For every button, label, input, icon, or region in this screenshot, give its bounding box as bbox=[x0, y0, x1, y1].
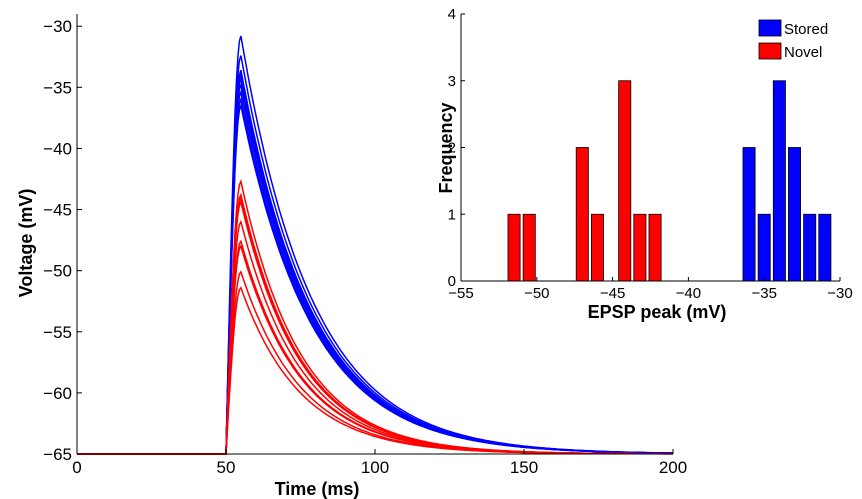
novel-histogram-bar bbox=[590, 213, 604, 282]
main-y-tick-label: −65 bbox=[43, 445, 72, 464]
stored-histogram-bar bbox=[772, 80, 786, 282]
novel-histogram-bar bbox=[648, 213, 662, 282]
histogram-legend: Stored Novel bbox=[758, 19, 828, 61]
inset-x-tick-label: −50 bbox=[524, 285, 549, 302]
main-y-tick-label: −35 bbox=[43, 78, 72, 97]
main-y-tick-label: −40 bbox=[43, 139, 72, 158]
main-y-tick-label: −45 bbox=[43, 201, 72, 220]
main-x-tick-label: 150 bbox=[510, 458, 538, 477]
main-axes: 0 50 100 150 200 −30 −35 −40 −45 −50 −55 −60 −65 bbox=[43, 14, 687, 477]
main-y-axis-label: Voltage (mV) bbox=[16, 189, 36, 298]
novel-histogram-bar bbox=[633, 213, 647, 282]
inset-x-tick-label: −55 bbox=[448, 285, 473, 302]
stored-legend-label: Stored bbox=[784, 21, 828, 38]
main-y-tick-label: −30 bbox=[43, 17, 72, 36]
inset-y-tick-label: 4 bbox=[448, 6, 456, 23]
novel-histogram-bar bbox=[575, 147, 589, 282]
inset-y-axis-label: Frequency bbox=[436, 102, 456, 193]
inset-x-tick-label: −35 bbox=[751, 285, 776, 302]
main-x-axis-label: Time (ms) bbox=[275, 479, 360, 499]
main-x-tick-label: 100 bbox=[361, 458, 389, 477]
novel-histogram-bar bbox=[618, 80, 632, 282]
novel-legend-label: Novel bbox=[784, 44, 822, 61]
main-y-tick-label: −60 bbox=[43, 384, 72, 403]
main-x-tick-label: 50 bbox=[217, 458, 236, 477]
voltage-trace-plot: 0 50 100 150 200 −30 −35 −40 −45 −50 −55 −60 −65 Tim… bbox=[16, 14, 687, 499]
inset-axes: −55 −50 −45 −40 −35 −30 0 1 2 3 4 bbox=[448, 6, 853, 302]
main-x-tick-label: 0 bbox=[72, 458, 81, 477]
main-y-tick-label: −50 bbox=[43, 262, 72, 281]
stored-histogram-bar bbox=[757, 213, 771, 282]
novel-histogram-bar bbox=[507, 213, 521, 282]
inset-x-tick-label: −40 bbox=[676, 285, 701, 302]
stored-histogram-bar bbox=[818, 213, 832, 282]
inset-y-tick-label: 1 bbox=[448, 206, 456, 223]
stored-legend-swatch bbox=[758, 19, 782, 37]
inset-y-tick-label: 2 bbox=[448, 140, 456, 157]
novel-histogram-bar bbox=[522, 213, 536, 282]
stored-histogram-bar bbox=[788, 147, 802, 282]
inset-y-tick-label: 3 bbox=[448, 73, 456, 90]
main-x-tick-label: 200 bbox=[659, 458, 687, 477]
epsp-histogram-inset: −55 −50 −45 −40 −35 −30 0 1 2 3 4 Stored Novel EPSP… bbox=[436, 6, 853, 322]
stored-histogram-bar bbox=[742, 147, 756, 282]
inset-x-axis-label: EPSP peak (mV) bbox=[588, 302, 727, 322]
main-y-tick-label: −55 bbox=[43, 323, 72, 342]
inset-x-tick-label: −45 bbox=[600, 285, 625, 302]
novel-legend-swatch bbox=[758, 42, 782, 60]
stored-histogram-bar bbox=[803, 213, 817, 282]
inset-y-tick-label: 0 bbox=[448, 273, 456, 290]
inset-x-tick-label: −30 bbox=[827, 285, 852, 302]
